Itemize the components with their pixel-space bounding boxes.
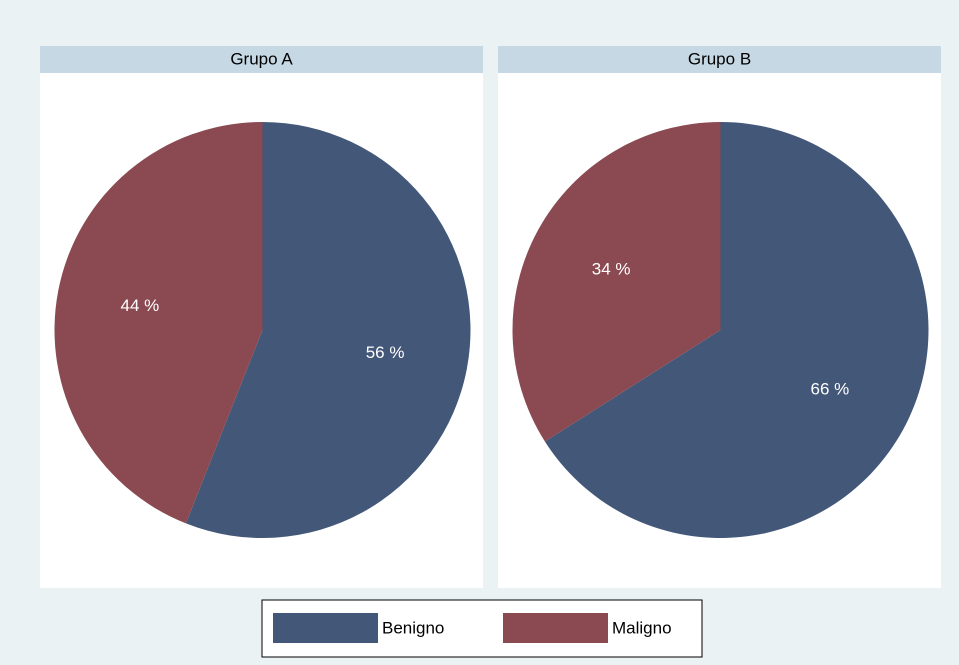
data-label: 56 % xyxy=(366,343,405,362)
legend-swatch xyxy=(273,613,378,643)
pie-slice xyxy=(54,122,263,524)
data-label: 66 % xyxy=(810,380,849,399)
pie-slice xyxy=(512,122,721,442)
pie-slice xyxy=(185,122,471,538)
panel-header xyxy=(40,46,483,73)
panel-title: Grupo A xyxy=(230,49,293,68)
panel-title: Grupo B xyxy=(688,49,751,68)
data-label: 34 % xyxy=(592,259,631,278)
pie-slice xyxy=(544,122,929,539)
legend: Benigno Maligno xyxy=(261,599,703,658)
legend-label: Maligno xyxy=(612,618,672,637)
data-label: 44 % xyxy=(121,296,160,315)
panel-header xyxy=(498,46,941,73)
legend-swatch xyxy=(503,613,608,643)
legend-label: Benigno xyxy=(382,618,444,637)
